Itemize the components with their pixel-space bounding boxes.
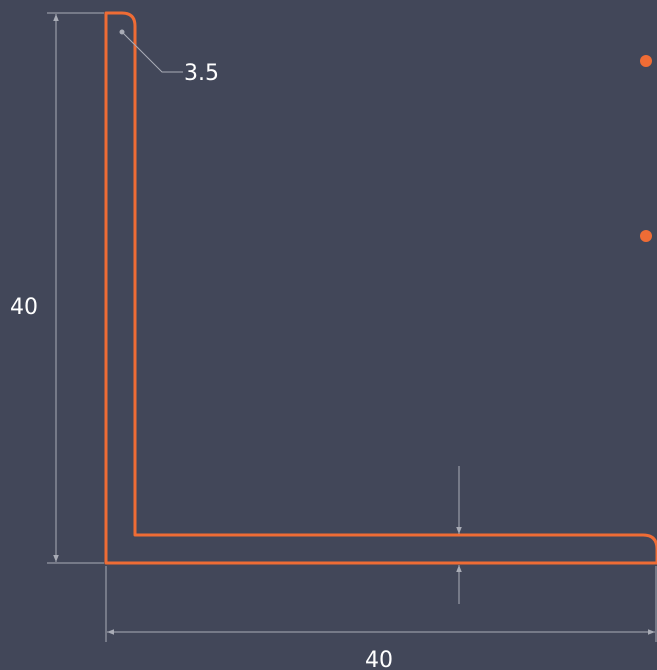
height-dimension: 40 <box>10 12 104 564</box>
angle-profile-outline <box>104 11 657 565</box>
radius-callout: 3.5 <box>119 29 219 86</box>
width-dimension-label: 40 <box>365 648 393 670</box>
width-dimension: 40 <box>105 566 657 670</box>
orange-marker-dot <box>640 55 652 67</box>
radius-leader-line <box>121 31 183 73</box>
orange-marker-dot <box>640 230 652 242</box>
height-dimension-label: 40 <box>10 295 38 320</box>
radius-label: 3.5 <box>184 61 219 86</box>
